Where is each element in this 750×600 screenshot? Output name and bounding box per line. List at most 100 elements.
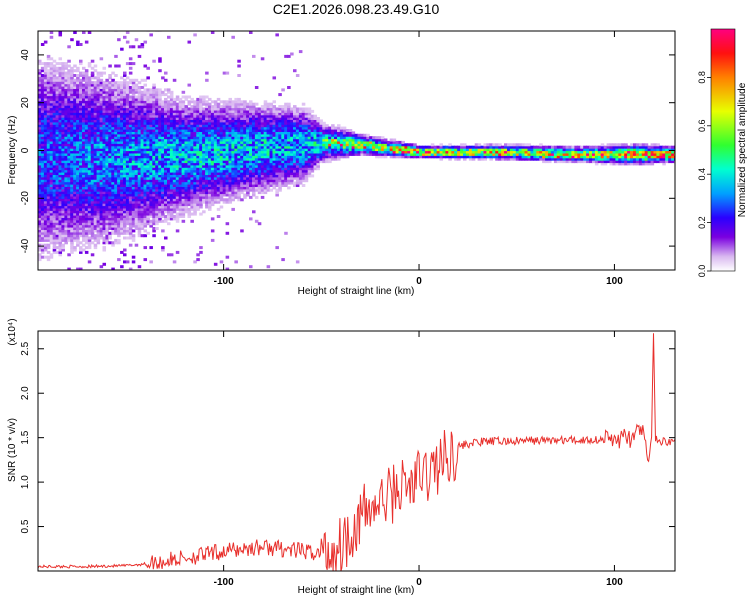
- spectrogram-cell: [269, 119, 274, 123]
- spectrogram-cell: [155, 138, 159, 142]
- spectrogram-cell: [269, 138, 274, 142]
- spectrogram-cell: [43, 81, 48, 85]
- spectrogram-cell: [49, 143, 54, 147]
- spectrogram-cell: [140, 222, 145, 226]
- spectrogram-cell: [117, 162, 121, 166]
- spectrogram-cell: [146, 157, 150, 161]
- spectrogram-cell: [196, 102, 200, 106]
- spectrogram-cell: [73, 179, 77, 183]
- spectrogram-cell: [120, 150, 124, 154]
- spectrogram-cell: [117, 219, 121, 223]
- spectrogram-cell: [205, 117, 209, 120]
- spectrogram-cell: [278, 188, 282, 192]
- spectrogram-cell: [143, 157, 148, 161]
- spectrogram-cell: [202, 145, 206, 149]
- spectrogram-cell: [249, 152, 253, 156]
- spectrogram-cell: [158, 117, 162, 120]
- spectrogram-cell: [202, 184, 206, 187]
- spectrogram-cell: [172, 186, 177, 190]
- spectrogram-cell: [269, 179, 274, 183]
- spectrogram-cell: [82, 248, 86, 252]
- spectrogram-cell: [190, 129, 194, 132]
- spectrogram-cell: [143, 193, 148, 197]
- spectrogram-cell: [252, 179, 256, 183]
- spectrogram-cell: [73, 181, 77, 185]
- spectrogram-cell: [149, 181, 153, 185]
- spectrogram-cell: [67, 191, 71, 195]
- spectrogram-cell: [111, 215, 115, 218]
- spectrogram-cell: [123, 35, 127, 39]
- spectrogram-cell: [225, 255, 230, 259]
- spectrogram-cell: [52, 162, 57, 166]
- spectrogram-cell: [281, 105, 285, 109]
- spectrogram-cell: [184, 131, 189, 135]
- spectrogram-cell: [228, 119, 233, 123]
- spectrogram-cell: [137, 109, 142, 113]
- spectrogram-cell: [108, 124, 112, 128]
- spectrogram-cell: [49, 112, 54, 116]
- spectrogram-cell: [205, 100, 209, 104]
- spectrogram-cell: [178, 107, 183, 111]
- spectrogram-cell: [46, 119, 51, 123]
- spectrogram-cell: [43, 136, 48, 140]
- spectrogram-cell: [108, 136, 112, 140]
- spectrogram-cell: [243, 148, 247, 152]
- spectrogram-cell: [278, 157, 282, 161]
- spectrogram-cell: [58, 69, 63, 73]
- spectrogram-cell: [175, 172, 180, 175]
- spectrogram-cell: [260, 114, 265, 118]
- spectrogram-cell: [158, 207, 162, 211]
- spectrogram-cell: [143, 207, 148, 211]
- spectrogram-cell: [143, 222, 148, 226]
- spectrogram-cell: [131, 95, 136, 99]
- spectrogram-cell: [102, 215, 107, 218]
- spectrogram-cell: [43, 109, 48, 113]
- spectrogram-cell: [234, 148, 238, 152]
- spectrogram-cell: [152, 136, 156, 140]
- spectrogram-cell: [125, 62, 130, 66]
- spectrogram-cell: [102, 179, 107, 183]
- spectrogram-cell: [64, 212, 68, 216]
- spectrogram-cell: [252, 155, 256, 159]
- spectrogram-cell: [169, 176, 174, 180]
- spectrogram-cell: [82, 231, 86, 235]
- spectrogram-cell: [58, 181, 63, 185]
- spectrogram-cell: [123, 109, 127, 113]
- spectrogram-cell: [134, 86, 139, 89]
- spectrogram-cell: [128, 66, 133, 70]
- spectrogram-cell: [111, 186, 115, 190]
- spectrogram-cell: [246, 145, 250, 149]
- spectrogram-cell: [84, 86, 89, 89]
- spectrogram-cell: [155, 174, 159, 178]
- spectrogram-cell: [55, 219, 60, 223]
- spectrogram-cell: [237, 181, 241, 185]
- spectrogram-cell: [143, 215, 148, 218]
- spectrogram-cell: [146, 112, 150, 116]
- spectrogram-cell: [61, 95, 65, 99]
- spectrogram-cell: [120, 188, 124, 192]
- spectrogram-cell: [93, 181, 98, 185]
- spectrogram-cell: [167, 155, 171, 159]
- spectrogram-cell: [190, 136, 194, 140]
- spectrogram-cell: [52, 145, 57, 149]
- spectrogram-cell: [266, 174, 271, 178]
- spectrogram-cell: [272, 145, 277, 149]
- spectrogram-cell: [99, 145, 104, 149]
- spectrogram-cell: [131, 224, 136, 228]
- spectrogram-cell: [284, 155, 288, 159]
- spectrogram-cell: [105, 186, 109, 190]
- spectrogram-cell: [246, 150, 250, 154]
- spectrogram-cell: [38, 126, 42, 130]
- spectrogram-cell: [149, 215, 153, 218]
- spectrogram-cell: [210, 119, 215, 123]
- spectrogram-cell: [243, 145, 247, 149]
- spectrogram-cell: [210, 174, 215, 178]
- spectrogram-cell: [123, 97, 127, 101]
- spectrogram-cell: [213, 188, 218, 192]
- spectrogram-cell: [38, 97, 42, 101]
- spectrogram-cell: [84, 71, 89, 75]
- spectrogram-cell: [260, 112, 265, 116]
- spectrogram-cell: [82, 150, 86, 154]
- spectrogram-cell: [123, 181, 127, 185]
- spectrogram-cell: [234, 191, 238, 195]
